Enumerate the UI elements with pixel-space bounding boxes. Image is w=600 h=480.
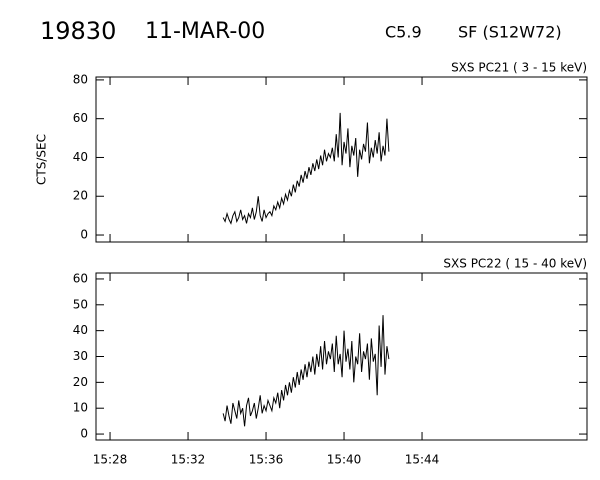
y-tick-label: 20 <box>73 189 88 203</box>
y-tick-label: 0 <box>80 228 88 242</box>
y-tick-label: 50 <box>73 297 88 311</box>
event-id: 19830 <box>40 17 116 45</box>
y-tick-label: 40 <box>73 323 88 337</box>
y-axis-label: CTS/SEC <box>35 134 49 185</box>
x-tick-label: 15:28 <box>93 453 128 467</box>
x-tick-label: 15:44 <box>405 453 440 467</box>
y-tick-label: 60 <box>73 271 88 285</box>
event-location: SF (S12W72) <box>458 23 562 42</box>
event-date: 11-MAR-00 <box>145 19 265 44</box>
y-tick-label: 80 <box>73 72 88 86</box>
data-line <box>222 112 390 225</box>
y-tick-label: 60 <box>73 111 88 125</box>
y-tick-label: 10 <box>73 401 88 415</box>
y-tick-label: 40 <box>73 150 88 164</box>
plot-frame <box>95 76 588 243</box>
x-tick-label: 15:36 <box>249 453 284 467</box>
data-line <box>222 315 390 427</box>
x-tick-label: 15:32 <box>171 453 206 467</box>
y-tick-label: 20 <box>73 375 88 389</box>
panel-subtitle: SXS PC22 ( 15 - 40 keV) <box>443 257 587 271</box>
panel-subtitle: SXS PC21 ( 3 - 15 keV) <box>451 61 587 75</box>
y-tick-label: 30 <box>73 349 88 363</box>
x-tick-label: 15:40 <box>327 453 362 467</box>
y-tick-label: 0 <box>80 427 88 441</box>
event-class: C5.9 <box>385 23 422 42</box>
